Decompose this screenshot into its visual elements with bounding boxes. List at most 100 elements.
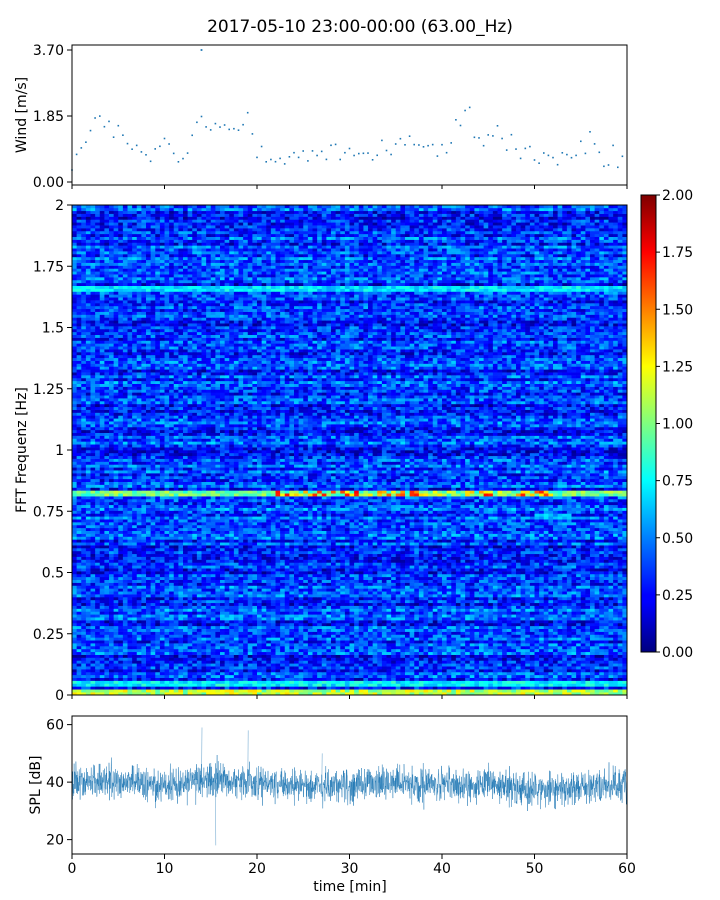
spectrogram-cell	[164, 605, 170, 609]
spectrogram-cell	[622, 674, 628, 678]
spectrogram-cell	[298, 654, 304, 658]
wind-max-point	[200, 49, 203, 51]
spectrogram-cell	[442, 582, 448, 586]
spectrogram-cell	[85, 666, 91, 670]
spectrogram-cell	[257, 585, 263, 589]
spectrogram-cell	[483, 683, 489, 687]
spectrogram-cell	[270, 594, 276, 598]
wind-point	[172, 152, 175, 155]
spectrogram-cell	[303, 602, 309, 606]
spectrogram-cell	[173, 663, 179, 667]
spectrogram-cell	[377, 579, 383, 583]
spectrogram-cell	[238, 643, 244, 647]
spectrogram-cell	[543, 657, 549, 661]
spectrogram-cell	[525, 605, 531, 609]
spectrogram-cell	[229, 588, 235, 592]
spectrogram-cell	[585, 677, 591, 681]
spectrogram-cell	[335, 637, 341, 641]
spectrogram-cell	[534, 605, 540, 609]
spectrogram-cell	[603, 597, 609, 601]
spectrogram-cell	[233, 674, 239, 678]
spectrogram-cell	[469, 640, 475, 644]
spectrogram-cell	[229, 646, 235, 650]
spectrogram-cell	[437, 594, 443, 598]
spectrogram-cell	[492, 608, 498, 612]
spectrogram-cell	[266, 686, 272, 690]
spectrogram-cell	[368, 617, 374, 621]
spectrogram-cell	[502, 588, 508, 592]
spectrogram-cell	[465, 654, 471, 658]
spectrogram-cell	[76, 628, 82, 632]
spectrogram-cell	[192, 602, 198, 606]
spectrogram-cell	[261, 692, 267, 696]
spectrogram-cell	[104, 576, 110, 580]
spectrogram-cell	[437, 625, 443, 629]
spectrogram-cell	[483, 651, 489, 655]
spectrogram-cell	[358, 674, 364, 678]
spectrogram-cell	[543, 669, 549, 673]
spectrogram-cell	[72, 689, 78, 693]
spectrogram-cell	[492, 692, 498, 696]
spectrogram-cell	[428, 579, 434, 583]
spectrogram-cell	[520, 657, 526, 661]
spectrogram-cell	[266, 651, 272, 655]
spectrogram-cell	[289, 654, 295, 658]
wind-point	[163, 137, 166, 140]
spectrogram-cell	[99, 594, 105, 598]
spectrogram-cell	[557, 597, 563, 601]
spectrogram-cell	[354, 582, 360, 586]
spectrogram-cell	[159, 611, 165, 615]
spectrogram-cell	[617, 605, 623, 609]
spectrogram-cell	[409, 692, 415, 696]
spectrogram-cell	[455, 643, 461, 647]
spectrogram-cell	[196, 651, 202, 655]
spectrogram-cell	[566, 599, 572, 604]
spectrogram-cell	[349, 614, 355, 618]
spectrogram-cell	[372, 654, 378, 658]
spectrogram-cell	[99, 582, 105, 586]
spectrogram-cell	[423, 640, 429, 644]
spectrogram-cell	[247, 651, 253, 655]
spectrogram-cell	[247, 617, 253, 621]
spectrogram-cell	[474, 680, 480, 684]
spectrogram-cell	[201, 582, 207, 586]
spectrogram-cell	[437, 582, 443, 586]
spectrogram-cell	[252, 686, 258, 690]
spectrogram-cell	[104, 634, 110, 638]
spectrogram-cell	[95, 637, 101, 641]
spectrogram-cell	[455, 602, 461, 606]
spectrogram-cell	[613, 669, 619, 673]
spectrogram-cell	[99, 657, 105, 661]
spectrogram-cell	[442, 634, 448, 638]
spectrogram-cell	[312, 591, 318, 595]
spectrogram-cell	[164, 614, 170, 618]
spectrogram-cell	[95, 663, 101, 667]
spectrogram-cell	[608, 680, 614, 684]
spectrogram-cell	[307, 648, 313, 653]
spectrogram-cell	[284, 585, 290, 589]
spectrogram-cell	[483, 605, 489, 609]
wind-y-tick-label: 3.70	[33, 43, 64, 59]
spectrogram-cell	[580, 692, 586, 696]
spectrogram-cell	[451, 622, 457, 627]
spectrogram-cell	[150, 614, 156, 618]
spectrogram-cell	[562, 660, 568, 664]
spectrogram-cell	[303, 640, 309, 644]
spectrogram-cell	[136, 674, 142, 678]
spectrogram-cell	[289, 683, 295, 687]
spectrogram-cell	[372, 599, 378, 604]
spectrogram-cell	[224, 588, 230, 592]
spectrogram-cell	[465, 628, 471, 632]
spectrogram-cell	[155, 620, 161, 624]
spectrogram-cell	[220, 576, 226, 580]
spectrogram-cell	[566, 680, 572, 684]
spectrogram-cell	[326, 646, 332, 650]
spectrogram-cell	[233, 654, 239, 658]
spectrogram-cell	[391, 620, 397, 624]
spectrogram-cell	[474, 677, 480, 681]
spectrogram-cell	[386, 654, 392, 658]
spectrogram-cell	[340, 625, 346, 629]
spectrogram-cell	[317, 579, 323, 583]
spectrogram-cell	[358, 614, 364, 618]
spectrogram-cell	[159, 605, 165, 609]
